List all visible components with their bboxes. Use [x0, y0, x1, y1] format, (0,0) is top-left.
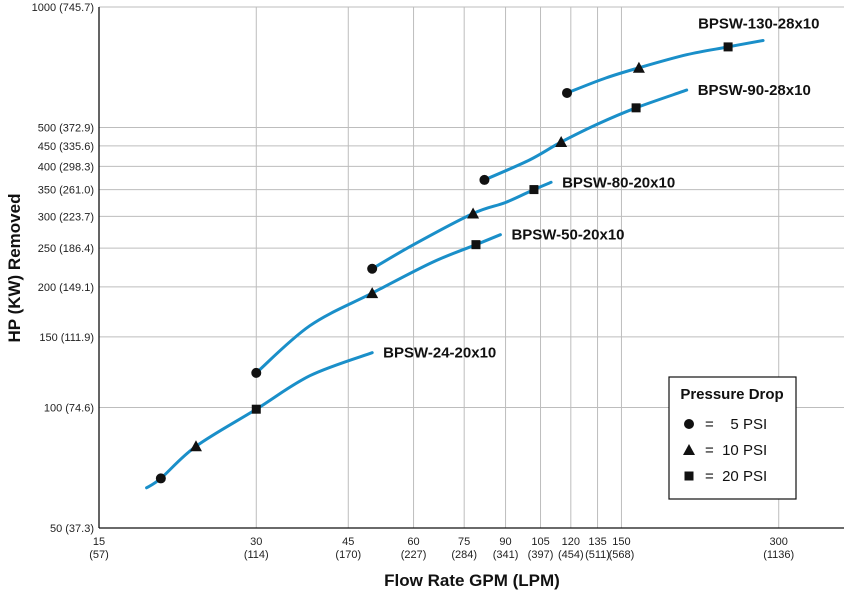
marker-triangle — [555, 136, 568, 148]
marker-circle — [251, 367, 262, 378]
x-tick-label-lpm: (1136) — [763, 549, 794, 561]
x-tick-label-lpm: (397) — [528, 549, 554, 561]
x-tick-label-lpm: (568) — [609, 549, 635, 561]
marker-triangle — [632, 61, 645, 73]
x-tick-label: 60 — [407, 536, 419, 548]
series-label: BPSW-90-28x10 — [698, 82, 811, 99]
marker-square — [251, 404, 261, 414]
x-tick-label: 120 — [562, 536, 580, 548]
legend-marker-square — [684, 471, 694, 481]
marker-square — [529, 185, 539, 195]
x-tick-label: 45 — [342, 536, 354, 548]
series-label: BPSW-80-20x10 — [562, 174, 675, 191]
marker-square — [631, 103, 641, 113]
x-tick-label: 15 — [93, 536, 105, 548]
y-tick-label: 450 (335.6) — [38, 141, 94, 153]
x-tick-label: 30 — [250, 536, 262, 548]
legend-item-label: = 10 PSI — [705, 442, 767, 459]
legend-item-label: = 5 PSI — [705, 416, 767, 433]
x-tick-label-lpm: (341) — [493, 549, 519, 561]
axes — [98, 7, 844, 529]
legend-marker-circle — [684, 419, 694, 429]
legend-title: Pressure Drop — [680, 386, 783, 403]
marker-triangle — [189, 440, 202, 452]
marker-square — [471, 240, 481, 250]
series-line-bpsw-80-20x10 — [370, 180, 553, 271]
y-tick-label: 500 (372.9) — [38, 123, 94, 135]
x-tick-label: 105 — [531, 536, 549, 548]
y-tick-label: 400 (298.3) — [38, 161, 94, 173]
x-tick-label: 135 — [588, 536, 606, 548]
x-axis-title: Flow Rate GPM (LPM) — [384, 571, 560, 590]
marker-circle — [479, 174, 490, 185]
x-tick-labels: 15(57) 30(114) 45(170) 60(227) 75(284) 90(341… — [89, 536, 794, 561]
legend-marker-triangle — [683, 444, 695, 455]
y-tick-label: 1000 (745.7) — [32, 2, 94, 14]
y-tick-label: 50 (37.3) — [50, 523, 94, 535]
marker-triangle — [467, 207, 480, 219]
marker-circle — [367, 263, 378, 274]
y-axis-title: HP (KW) Removed — [5, 194, 24, 343]
series-label: BPSW-130-28x10 — [698, 15, 819, 32]
x-tick-label: 90 — [499, 536, 511, 548]
y-tick-label: 150 (111.9) — [39, 332, 94, 344]
y-tick-label: 350 (261.0) — [38, 185, 94, 197]
x-tick-label: 75 — [458, 536, 470, 548]
series-label: BPSW-50-20x10 — [511, 227, 624, 244]
marker-triangle — [366, 287, 379, 299]
y-tick-label: 100 (74.6) — [44, 402, 94, 414]
legend-item-label: = 20 PSI — [705, 468, 767, 485]
x-tick-label: 300 — [770, 536, 788, 548]
x-tick-label: 150 — [612, 536, 630, 548]
y-tick-labels: 50 (37.3) 100 (74.6) 150 (111.9) 200 (149.1… — [32, 2, 94, 535]
marker-circle — [562, 87, 573, 98]
y-tick-label: 250 (186.4) — [38, 243, 94, 255]
x-tick-label-lpm: (227) — [401, 549, 427, 561]
x-tick-label-lpm: (57) — [89, 549, 109, 561]
x-tick-label-lpm: (170) — [335, 549, 361, 561]
marker-circle — [155, 473, 166, 484]
x-tick-label-lpm: (114) — [244, 549, 269, 561]
series-labels: BPSW-24-20x10 BPSW-50-20x10 BPSW-80-20x10 B… — [383, 15, 819, 361]
x-tick-label-lpm: (284) — [451, 549, 477, 561]
x-tick-label-lpm: (511) — [585, 549, 610, 561]
marker-square — [723, 42, 733, 52]
y-tick-label: 300 (223.7) — [38, 211, 94, 223]
y-tick-label: 200 (149.1) — [38, 282, 94, 294]
series-label: BPSW-24-20x10 — [383, 345, 496, 362]
series-markers — [155, 42, 733, 484]
legend: Pressure Drop = 5 PSI = 10 PSI = 20 PSI — [668, 376, 797, 500]
x-tick-label-lpm: (454) — [558, 549, 584, 561]
